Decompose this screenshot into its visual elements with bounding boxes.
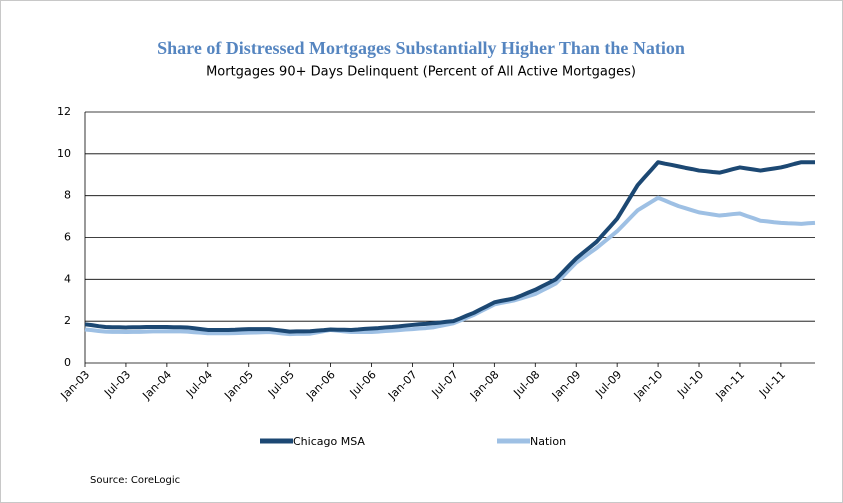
y-tick-label: 2 — [64, 314, 71, 327]
chart-subtitle: Mortgages 90+ Days Delinquent (Percent o… — [206, 65, 636, 80]
legend-label: Chicago MSA — [293, 435, 365, 448]
y-tick-label: 4 — [64, 272, 71, 285]
chart-title: Share of Distressed Mortgages Substantia… — [157, 38, 685, 58]
y-tick-label: 6 — [64, 231, 71, 244]
legend-label: Nation — [530, 435, 566, 448]
y-tick-label: 8 — [64, 189, 71, 202]
source-note: Source: CoreLogic — [90, 475, 180, 486]
y-tick-label: 12 — [57, 105, 71, 118]
y-tick-label: 0 — [64, 356, 71, 369]
series-line — [84, 160, 815, 334]
series-line — [84, 195, 816, 337]
y-tick-label: 10 — [57, 147, 71, 160]
